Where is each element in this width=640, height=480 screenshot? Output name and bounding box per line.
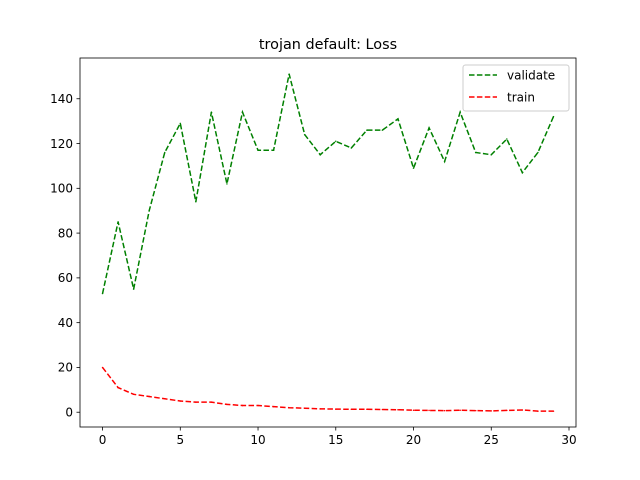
y-tick-label: 60 (58, 271, 73, 285)
data-point-train (179, 400, 182, 402)
data-point-train (288, 406, 290, 409)
y-tick-label: 40 (58, 316, 73, 330)
y-tick-label: 120 (50, 137, 73, 151)
data-point-validate (101, 292, 104, 295)
x-tick-label: 5 (176, 433, 184, 447)
data-point-validate (163, 151, 166, 154)
legend-label: validate (507, 69, 555, 83)
data-point-train (257, 404, 259, 407)
data-point-validate (132, 288, 135, 290)
data-point-validate (490, 153, 493, 156)
data-point-validate (443, 160, 446, 163)
data-point-train (366, 408, 368, 411)
data-point-validate (117, 221, 119, 223)
data-point-validate (241, 111, 244, 113)
data-point-train (163, 398, 166, 400)
y-tick-label: 100 (50, 182, 73, 196)
data-point-validate (257, 149, 259, 151)
data-point-validate (195, 200, 197, 203)
data-point-train (459, 409, 461, 411)
data-point-train (552, 410, 555, 412)
data-point-train (117, 386, 119, 389)
data-point-train (319, 408, 321, 410)
data-point-train (397, 409, 399, 411)
legend-item-train: train (469, 91, 535, 105)
x-tick-label: 15 (328, 433, 343, 447)
data-point-validate (428, 127, 430, 129)
series-points-train (101, 366, 555, 412)
data-point-validate (335, 140, 337, 143)
data-point-validate (506, 138, 508, 140)
y-tick-label: 0 (65, 406, 73, 420)
legend-item-validate: validate (469, 69, 555, 83)
data-point-train (521, 409, 524, 411)
data-point-validate (412, 167, 415, 169)
data-point-train (506, 409, 508, 412)
data-point-train (195, 401, 197, 403)
data-point-validate (366, 129, 368, 131)
series-line-train (101, 366, 554, 412)
data-point-train (428, 409, 430, 412)
data-point-validate (381, 129, 384, 131)
data-point-validate (288, 73, 290, 75)
data-point-validate (272, 149, 275, 151)
data-point-train (101, 366, 104, 369)
data-point-validate (319, 153, 321, 156)
x-tick-label: 30 (561, 433, 576, 447)
y-tick-label: 80 (58, 226, 73, 240)
data-point-train (303, 407, 306, 409)
data-point-train (350, 408, 353, 411)
data-point-validate (303, 133, 306, 136)
data-point-train (210, 401, 213, 403)
legend: validate train (462, 64, 570, 112)
data-point-train (443, 409, 446, 412)
legend-box (462, 64, 570, 112)
data-point-train (226, 403, 228, 406)
legend-label: train (507, 91, 535, 105)
data-point-train (537, 410, 539, 412)
data-point-train (148, 395, 150, 398)
data-point-validate (210, 111, 213, 113)
data-point-validate (537, 151, 539, 154)
data-point-validate (350, 147, 353, 149)
data-point-train (412, 409, 415, 411)
data-point-train (132, 393, 135, 396)
x-tick-label: 10 (250, 433, 265, 447)
y-tick-label: 20 (58, 361, 73, 375)
data-point-train (490, 410, 493, 412)
data-point-train (272, 405, 275, 408)
data-point-validate (179, 122, 182, 125)
data-point-validate (148, 209, 150, 212)
data-point-validate (521, 171, 524, 174)
data-point-validate (226, 183, 228, 185)
x-tick-label: 0 (99, 433, 107, 447)
data-point-train (335, 408, 337, 410)
x-tick-label: 20 (406, 433, 421, 447)
series-points-validate (101, 73, 555, 295)
data-point-train (381, 408, 384, 411)
data-point-validate (397, 118, 399, 120)
x-tick-label: 25 (484, 433, 499, 447)
data-point-validate (474, 151, 477, 154)
y-tick-label: 140 (50, 92, 73, 106)
data-point-train (474, 409, 477, 412)
series-line-validate (101, 73, 555, 294)
y-axis: 0 20 40 60 80 100 120 140 (50, 92, 80, 420)
data-point-validate (552, 115, 555, 118)
data-point-train (241, 404, 244, 407)
x-axis: 0 5 10 15 20 25 30 (99, 427, 577, 447)
data-point-validate (459, 111, 461, 113)
axes-frame (79, 57, 577, 428)
series-layer (101, 73, 555, 412)
chart-title: trojan default: Loss (259, 37, 397, 53)
